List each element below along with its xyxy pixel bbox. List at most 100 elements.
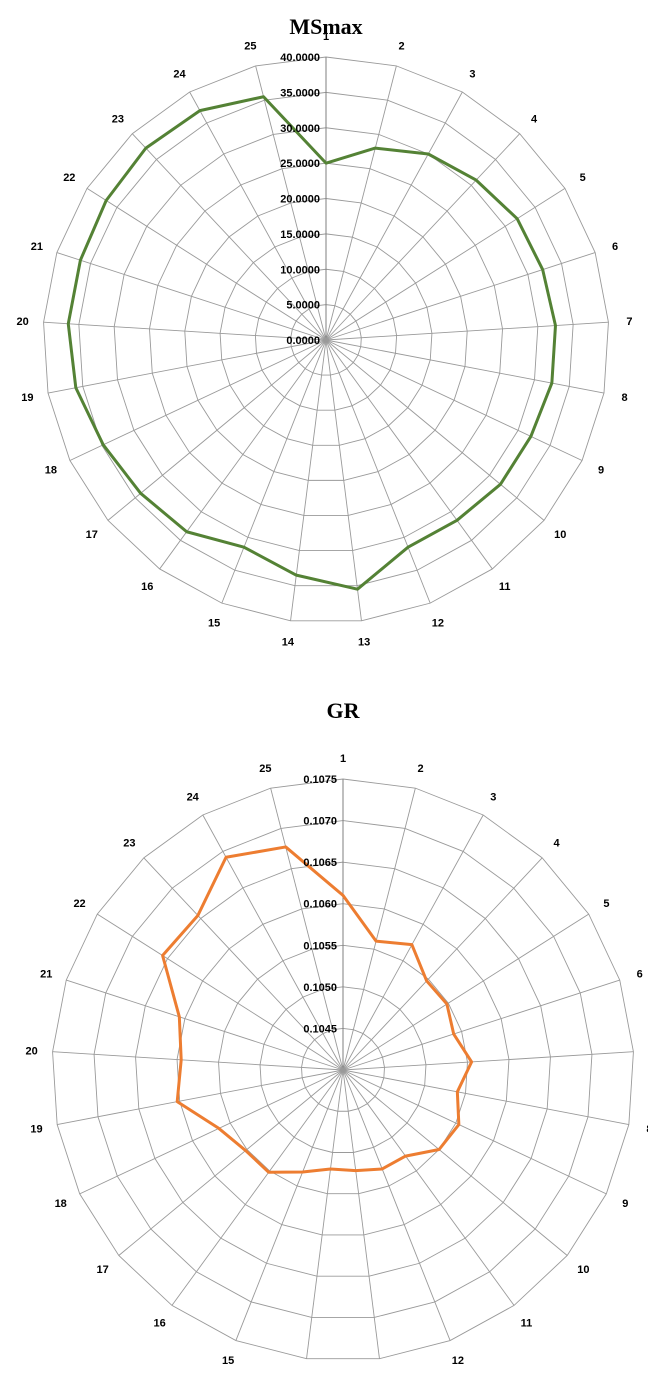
gr-spoke xyxy=(342,1069,607,1195)
msmax-category-label: 7 xyxy=(626,316,632,328)
msmax-category-label: 24 xyxy=(173,69,186,81)
msmax-category-label: 22 xyxy=(63,172,75,184)
gr-spoke xyxy=(342,857,543,1071)
msmax-category-label: 11 xyxy=(499,581,511,593)
gr-category-label: 10 xyxy=(577,1264,589,1276)
gr-spoke xyxy=(342,1069,515,1306)
msmax-grid-ring xyxy=(254,268,398,411)
gr-grid-ring xyxy=(301,1027,385,1112)
msmax-category-label: 17 xyxy=(86,529,98,541)
gr-spoke xyxy=(342,1069,568,1256)
gr-grid-ring xyxy=(52,778,634,1360)
gr-category-label: 12 xyxy=(452,1355,464,1367)
msmax-spoke xyxy=(131,133,327,341)
msmax-tick-label: 30.0000 xyxy=(280,123,320,135)
gr-radar-chart: GR 1234567891011121314151617181920212223… xyxy=(0,690,648,1379)
gr-tick-label: 0.1070 xyxy=(303,816,337,828)
gr-spoke xyxy=(79,1069,344,1195)
gr-chart-title: GR xyxy=(327,698,361,723)
msmax-spoke xyxy=(56,252,327,341)
gr-spoke xyxy=(270,788,344,1071)
gr-category-label: 21 xyxy=(40,969,52,981)
msmax-category-label: 6 xyxy=(612,241,618,253)
gr-grid-ring xyxy=(259,986,427,1153)
gr-spoke xyxy=(342,1069,380,1359)
gr-category-label: 3 xyxy=(490,792,496,804)
msmax-grid-ring xyxy=(113,127,539,552)
gr-tick-label: 0.1045 xyxy=(303,1023,337,1035)
gr-category-label: 19 xyxy=(30,1123,42,1135)
gr-spoke xyxy=(342,814,484,1071)
gr-spoke xyxy=(342,1069,451,1341)
msmax-category-label: 23 xyxy=(112,113,124,125)
gr-tick-label: 0.1055 xyxy=(303,940,337,952)
gr-category-labels: 1234567891011121314151617181920212223242… xyxy=(25,753,648,1379)
gr-spoke xyxy=(342,913,589,1071)
msmax-category-label: 15 xyxy=(208,618,220,630)
gr-tick-label: 0.1050 xyxy=(303,982,337,994)
msmax-category-label: 19 xyxy=(21,392,33,404)
msmax-spoke xyxy=(325,133,521,341)
msmax-spoke xyxy=(325,321,609,341)
msmax-tick-label: 0.0000 xyxy=(286,335,320,347)
gr-spoke xyxy=(57,1069,344,1125)
gr-spoke xyxy=(143,857,344,1071)
msmax-category-label: 20 xyxy=(16,316,28,328)
msmax-category-label: 13 xyxy=(358,637,370,649)
gr-tick-label: 0.1065 xyxy=(303,857,337,869)
msmax-category-label: 18 xyxy=(45,464,57,476)
msmax-category-label: 1 xyxy=(323,31,329,43)
gr-tick-label: 0.1060 xyxy=(303,899,337,911)
gr-tick-labels: 0.1045 0.1050 0.1055 0.1060 0.1065 0.1070 0.10… xyxy=(303,774,337,1035)
gr-grid-ring xyxy=(176,903,510,1236)
msmax-tick-label: 25.0000 xyxy=(280,158,320,170)
gr-category-label: 22 xyxy=(73,898,85,910)
msmax-category-label: 14 xyxy=(282,637,295,649)
msmax-grid-ring xyxy=(219,233,433,446)
gr-grid-ring xyxy=(218,944,468,1195)
gr-category-label: 5 xyxy=(603,898,609,910)
msmax-chart-title: MSmax xyxy=(289,14,362,39)
msmax-chart-svg: MSmax 1234567891011121314151617181920212… xyxy=(16,14,632,649)
gr-series xyxy=(161,845,474,1174)
gr-spoke xyxy=(52,1051,344,1071)
msmax-category-label: 5 xyxy=(580,172,586,184)
gr-spoke xyxy=(342,1069,629,1125)
msmax-tick-label: 5.0000 xyxy=(286,300,320,312)
msmax-spoke xyxy=(325,252,596,341)
msmax-category-label: 10 xyxy=(554,529,566,541)
msmax-grid-ring xyxy=(43,56,609,622)
msmax-spoke xyxy=(43,321,327,341)
gr-grid-ring xyxy=(93,820,593,1318)
gr-spoke xyxy=(306,1069,344,1359)
msmax-spoke xyxy=(325,91,463,341)
msmax-category-label: 12 xyxy=(432,618,444,630)
msmax-tick-label: 20.0000 xyxy=(280,194,320,206)
msmax-tick-label: 35.0000 xyxy=(280,87,320,99)
gr-category-label: 20 xyxy=(25,1045,37,1057)
msmax-spoke xyxy=(325,339,431,604)
msmax-spoke xyxy=(325,339,605,394)
msmax-spoke xyxy=(221,339,327,604)
gr-category-label: 9 xyxy=(622,1198,628,1210)
msmax-tick-label: 10.0000 xyxy=(280,264,320,276)
msmax-spoke xyxy=(325,339,362,621)
gr-spoke xyxy=(97,913,344,1071)
gr-category-label: 17 xyxy=(96,1264,108,1276)
msmax-spoke xyxy=(69,339,327,461)
gr-category-label: 4 xyxy=(554,838,561,850)
gr-category-label: 8 xyxy=(646,1123,648,1135)
msmax-category-label: 2 xyxy=(399,41,405,53)
gr-grid-ring xyxy=(135,861,551,1277)
gr-category-label: 15 xyxy=(222,1355,234,1367)
msmax-spoke xyxy=(325,339,493,570)
gr-category-label: 1 xyxy=(340,753,346,765)
msmax-spoke xyxy=(325,187,566,341)
msmax-radar-chart: MSmax 1 2 3 4 5 6 7 8 9 10 11 12 13 14 15 16 17 18 19 20 21 2… xyxy=(16,14,632,649)
msmax-spoke xyxy=(86,187,327,341)
gr-category-label: 6 xyxy=(637,969,643,981)
msmax-category-label: 25 xyxy=(244,41,256,53)
msmax-category-label: 21 xyxy=(31,241,43,253)
msmax-spoke xyxy=(189,91,327,341)
msmax-spoke xyxy=(325,339,583,461)
